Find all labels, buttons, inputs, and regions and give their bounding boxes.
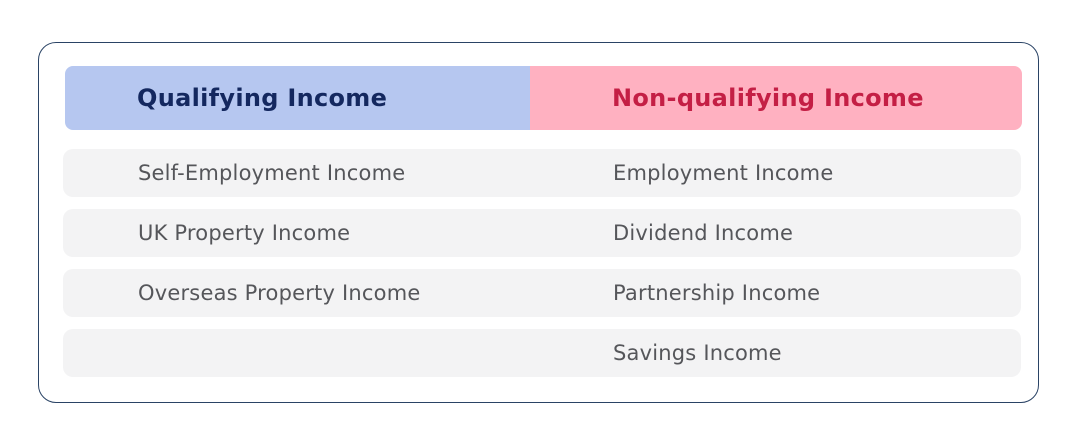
non-qualifying-cell: Dividend Income: [613, 221, 794, 245]
table-row: Savings Income: [63, 329, 1021, 377]
table-body: Self-Employment Income Employment Income…: [63, 149, 1021, 377]
non-qualifying-cell: Employment Income: [613, 161, 834, 185]
table-row: Overseas Property Income Partnership Inc…: [63, 269, 1021, 317]
header-row: Qualifying Income Non-qualifying Income: [65, 66, 1022, 130]
qualifying-cell: UK Property Income: [138, 221, 351, 245]
non-qualifying-cell: Savings Income: [613, 341, 782, 365]
non-qualifying-cell: Partnership Income: [613, 281, 821, 305]
non-qualifying-income-header: Non-qualifying Income: [530, 66, 1022, 130]
qualifying-income-header-label: Qualifying Income: [137, 84, 388, 112]
qualifying-cell: Overseas Property Income: [138, 281, 421, 305]
qualifying-cell: Self-Employment Income: [138, 161, 406, 185]
table-row: Self-Employment Income Employment Income: [63, 149, 1021, 197]
income-comparison-card: Qualifying Income Non-qualifying Income …: [38, 42, 1039, 403]
table-row: UK Property Income Dividend Income: [63, 209, 1021, 257]
qualifying-income-header: Qualifying Income: [65, 66, 530, 130]
non-qualifying-income-header-label: Non-qualifying Income: [612, 84, 924, 112]
